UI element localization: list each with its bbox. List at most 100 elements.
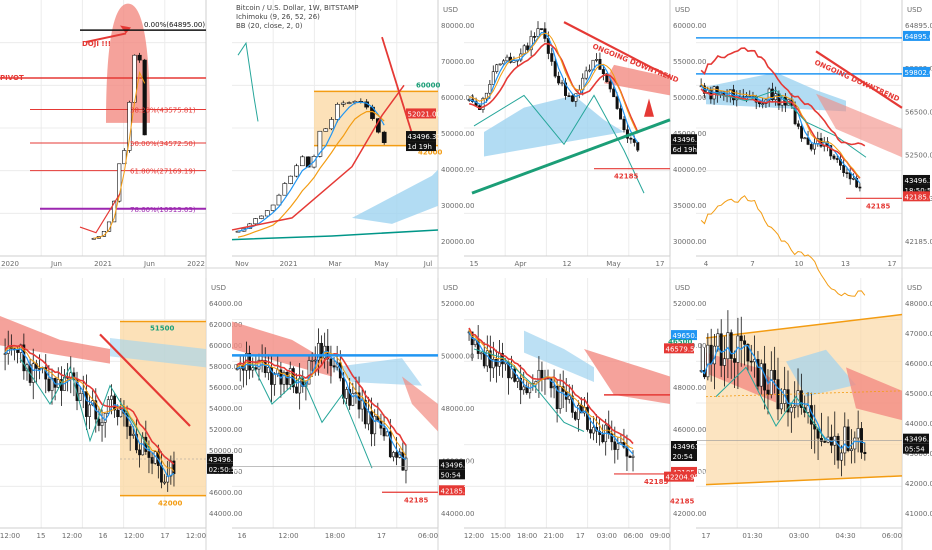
candle <box>555 386 559 409</box>
candle <box>388 431 392 458</box>
price-badge <box>439 459 465 470</box>
ichimoku-cloud <box>484 95 624 157</box>
candle <box>803 137 807 140</box>
candle <box>332 365 336 368</box>
candle <box>150 457 154 464</box>
candle <box>522 45 526 55</box>
x-tick-label: 18:00 <box>325 532 345 540</box>
candle <box>307 360 311 385</box>
y-tick-label: 46000.00 <box>905 360 932 368</box>
x-tick-label: 17 <box>377 532 386 540</box>
candle <box>395 452 398 458</box>
candle <box>259 215 264 219</box>
candle <box>516 377 520 382</box>
tenkan-line <box>237 101 385 232</box>
candle <box>401 451 405 471</box>
x-tick-label: 17 <box>888 260 897 268</box>
x-tick-label: Mar <box>328 260 341 268</box>
channel-top <box>705 313 903 339</box>
candle <box>357 392 361 410</box>
x-tick-label: 16 <box>238 532 247 540</box>
price-badge-text: 50:54 <box>441 471 462 479</box>
y-tick-label: 20000.00 <box>441 238 474 246</box>
candle <box>282 372 286 385</box>
candle <box>759 363 763 387</box>
candle <box>584 70 588 79</box>
candle <box>116 409 120 418</box>
annotation-label: 42185 <box>404 496 428 504</box>
price-badge-text: 18:50:54 <box>905 187 932 195</box>
candle <box>495 64 499 72</box>
candle <box>860 428 863 453</box>
candle <box>294 165 299 177</box>
y-tick-label: 44000.00 <box>441 510 474 518</box>
candle <box>97 418 101 426</box>
tenkan-line <box>469 31 639 143</box>
candle <box>773 370 777 380</box>
candle <box>723 358 727 366</box>
candle <box>479 352 483 355</box>
downtrend-line <box>815 50 903 109</box>
price-badge <box>903 174 930 185</box>
y-tick-label: 42000.00 <box>905 480 932 488</box>
chikou-line <box>473 348 585 432</box>
x-tick-label: Jun <box>50 260 62 268</box>
candle <box>253 218 258 225</box>
x-tick-label: 17 <box>656 260 665 268</box>
currency-label: USD <box>675 284 690 292</box>
candle <box>113 395 116 411</box>
candle <box>843 426 847 454</box>
ichimoku-cloud-red <box>816 93 902 158</box>
panel-p6: 52000.0050000.0048000.0046000.0044000.00… <box>232 278 474 540</box>
y-tick-label: 40000.00 <box>673 166 706 174</box>
price-badge-text: 43496.31 <box>673 443 706 451</box>
candle <box>716 333 720 347</box>
x-tick-label: 03:00 <box>597 532 617 540</box>
price-badge <box>406 131 436 142</box>
candle <box>612 88 616 98</box>
ichimoku-cloud-red <box>402 376 438 432</box>
panel-p1: 2020 Jun 2021 Jun 2022 DOJI !!! 0.00%(64895.00… <box>0 0 207 268</box>
candle <box>629 137 633 140</box>
candle <box>491 71 495 85</box>
candle <box>616 443 620 450</box>
candle <box>100 422 104 426</box>
ma-red <box>700 47 866 147</box>
candle <box>577 404 580 420</box>
annotation-label: 60000 <box>416 81 440 89</box>
candle <box>335 103 340 120</box>
price-badge-text: 43496.31 <box>441 461 474 469</box>
y-tick-label: 55000.00 <box>673 58 706 66</box>
candle <box>573 412 577 420</box>
chikou-line <box>715 89 867 158</box>
y-tick-label: 42185.00 <box>905 238 932 246</box>
candle <box>586 407 589 430</box>
x-tick-label: 7 <box>750 260 754 268</box>
candle <box>276 194 282 206</box>
y-tick-label: 45000.00 <box>905 390 932 398</box>
candle <box>263 360 267 374</box>
y-tick-label: 56500.00 <box>905 108 932 116</box>
currency-label: USD <box>443 284 458 292</box>
price-badge-text: 42185.00 <box>441 487 474 495</box>
annotation-label: 42185 <box>866 202 890 210</box>
candle <box>749 360 753 363</box>
candle <box>498 353 501 367</box>
panel-p8: 48000.00 47000.00 46000.00 45000.00 44000.00… <box>664 47 932 540</box>
candle <box>22 344 26 372</box>
candle <box>567 395 571 400</box>
candle <box>117 163 122 202</box>
x-tick-label: May <box>606 260 620 268</box>
annotation-label: 42185 <box>614 173 638 181</box>
candle <box>839 452 843 461</box>
candle <box>351 393 355 406</box>
candle <box>536 28 540 37</box>
x-tick-label: 06:00 <box>882 532 902 540</box>
candle <box>549 378 553 389</box>
candle <box>761 103 765 105</box>
x-tick-label: 17 <box>161 532 170 540</box>
kijun-line <box>700 195 866 297</box>
kijun-line <box>236 351 407 457</box>
price-badge <box>671 451 697 461</box>
kijun-line <box>4 346 175 472</box>
